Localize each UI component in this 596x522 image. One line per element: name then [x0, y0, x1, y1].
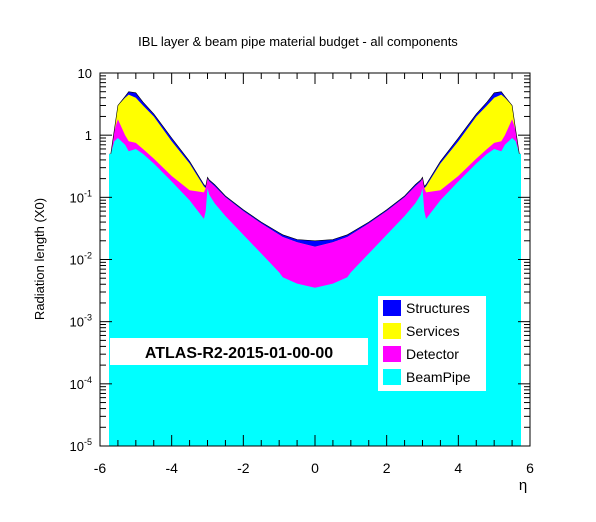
- legend-label-services: Services: [406, 323, 460, 339]
- y-tick-label: 10-2: [70, 251, 92, 268]
- y-axis: 10-5 10-4 10-3 10-2 10-1 1 10: [70, 66, 530, 454]
- y-tick-label: 10-5: [70, 437, 92, 454]
- y-tick-label: 10-4: [70, 375, 92, 392]
- area-beampipe: [109, 138, 521, 446]
- x-tick-label: 6: [526, 460, 534, 476]
- geometry-tag-box: [110, 338, 368, 365]
- x-tick-label: -6: [94, 460, 107, 476]
- geometry-tag-text: ATLAS-R2-2015-01-00-00: [145, 345, 333, 362]
- y-tick-label: 10: [78, 66, 92, 81]
- y-tick-label: 10-1: [70, 188, 92, 205]
- x-tick-label: 4: [454, 460, 462, 476]
- chart-title: IBL layer & beam pipe material budget - …: [138, 34, 458, 49]
- total-outline: [110, 91, 520, 242]
- stacked-area-group: [109, 91, 521, 447]
- legend-label-detector: Detector: [406, 346, 459, 362]
- y-tick-label: 1: [85, 128, 92, 143]
- x-axis: -6 -4 -2 0 2 4 6: [94, 73, 534, 476]
- legend-swatch-services: [383, 323, 401, 339]
- legend-swatch-detector: [383, 346, 401, 362]
- legend-label-structures: Structures: [406, 300, 470, 316]
- geometry-tag: ATLAS-R2-2015-01-00-00: [110, 338, 368, 365]
- x-tick-label: 2: [383, 460, 391, 476]
- y-tick-label: 10-3: [70, 313, 92, 330]
- x-tick-label: -2: [237, 460, 250, 476]
- x-tick-label: -4: [165, 460, 178, 476]
- legend-swatch-structures: [383, 300, 401, 316]
- legend: Structures Services Detector BeamPipe: [378, 296, 486, 391]
- x-axis-label: η: [519, 477, 527, 494]
- legend-label-beampipe: BeamPipe: [406, 369, 471, 385]
- legend-swatch-beampipe: [383, 369, 401, 385]
- y-axis-label: Radiation length (X0): [32, 198, 47, 320]
- x-tick-label: 0: [311, 460, 319, 476]
